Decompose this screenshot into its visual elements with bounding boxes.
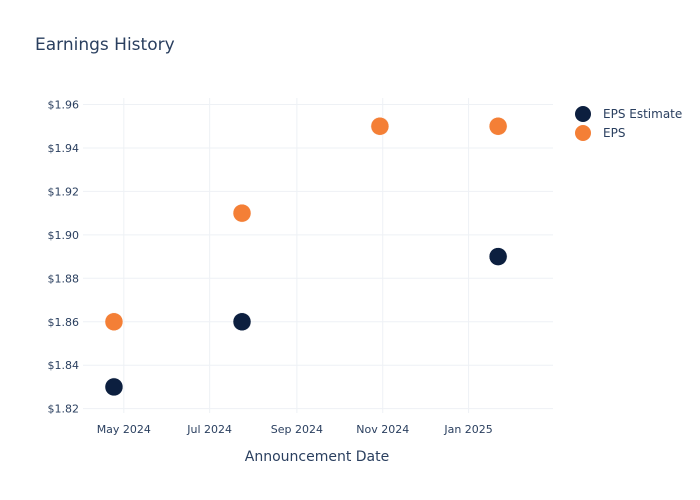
eps-estimate-point[interactable] [104,377,124,397]
legend-label: EPS Estimate [603,107,682,121]
y-tick-label: $1.94 [48,142,80,155]
x-tick-label: Sep 2024 [271,423,323,436]
y-tick-label: $1.82 [48,403,80,416]
eps-point[interactable] [488,116,508,136]
eps-point[interactable] [370,116,390,136]
eps-point[interactable] [104,312,124,332]
chart-title: Earnings History [35,35,175,55]
y-tick-label: $1.96 [48,99,80,112]
legend-item-eps[interactable]: EPS [575,125,625,141]
legend-marker [575,125,591,141]
legend: EPS Estimate EPS [575,106,682,141]
x-tick-label: Nov 2024 [356,423,409,436]
eps-point[interactable] [232,203,252,223]
x-tick-label: May 2024 [97,423,151,436]
series-eps-estimate [104,116,508,397]
x-axis-ticks: May 2024 Jul 2024 Sep 2024 Nov 2024 Jan 2025 [97,423,493,436]
x-axis-title: Announcement Date [245,449,389,465]
series-eps [104,116,508,332]
x-tick-label: Jan 2025 [443,423,492,436]
y-tick-label: $1.86 [48,316,80,329]
legend-marker [575,106,591,122]
eps-estimate-point[interactable] [232,312,252,332]
eps-estimate-point[interactable] [488,247,508,266]
legend-label: EPS [603,126,625,140]
y-tick-label: $1.84 [48,359,80,372]
data-points [104,116,508,397]
y-tick-label: $1.90 [48,229,80,242]
legend-item-eps-estimate[interactable]: EPS Estimate [575,106,682,122]
x-tick-label: Jul 2024 [186,423,232,436]
y-tick-label: $1.88 [48,272,80,285]
grid-lines [83,98,553,413]
y-tick-label: $1.92 [48,185,80,198]
y-axis-ticks: $1.82 $1.84 $1.86 $1.88 $1.90 $1.92 $1.94 $1.96 [48,99,80,416]
